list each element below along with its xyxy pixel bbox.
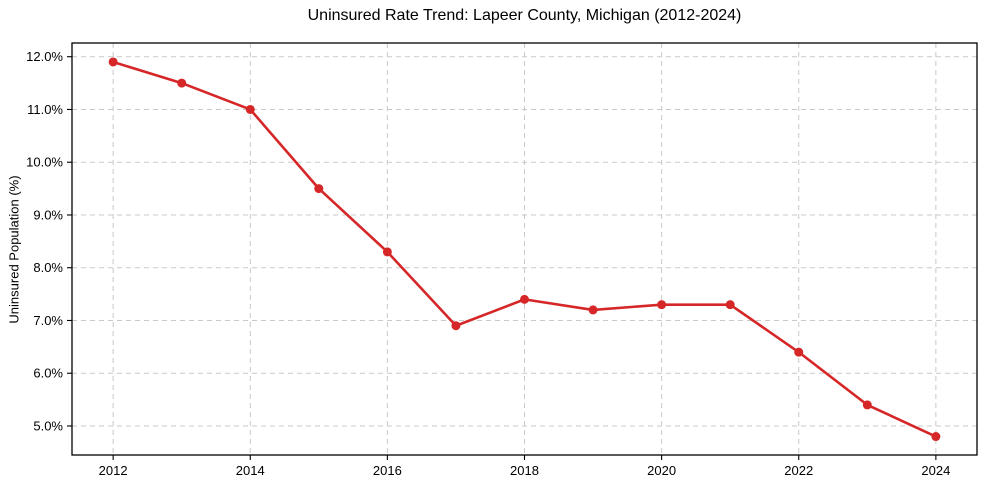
data-point xyxy=(314,184,324,194)
data-point xyxy=(108,57,118,67)
x-tick-label: 2024 xyxy=(921,463,950,478)
data-point xyxy=(862,400,872,410)
data-point xyxy=(451,321,461,331)
data-point xyxy=(657,300,667,310)
y-tick-label: 11.0% xyxy=(27,102,63,117)
data-point xyxy=(588,305,598,315)
x-tick-label: 2022 xyxy=(784,463,813,478)
x-tick-label: 2014 xyxy=(236,463,265,478)
data-point xyxy=(382,247,392,257)
y-tick-label: 10.0% xyxy=(26,155,63,170)
data-point xyxy=(177,78,187,88)
y-tick-label: 7.0% xyxy=(33,313,63,328)
y-tick-label: 12.0% xyxy=(26,49,63,64)
plot-border xyxy=(71,42,978,456)
y-tick-label: 5.0% xyxy=(33,418,63,433)
x-tick-label: 2012 xyxy=(99,463,128,478)
chart-title: Uninsured Rate Trend: Lapeer County, Mic… xyxy=(307,7,742,24)
x-tick-label: 2018 xyxy=(510,463,539,478)
y-tick-label: 9.0% xyxy=(33,207,63,222)
y-tick-label: 8.0% xyxy=(33,260,63,275)
y-tick-label: 6.0% xyxy=(33,366,63,381)
data-point xyxy=(725,300,735,310)
x-tick-label: 2016 xyxy=(373,463,402,478)
data-point xyxy=(245,104,255,114)
data-point xyxy=(931,432,941,442)
data-point xyxy=(520,294,529,304)
x-tick-label: 2020 xyxy=(647,463,676,478)
data-point xyxy=(794,347,804,357)
